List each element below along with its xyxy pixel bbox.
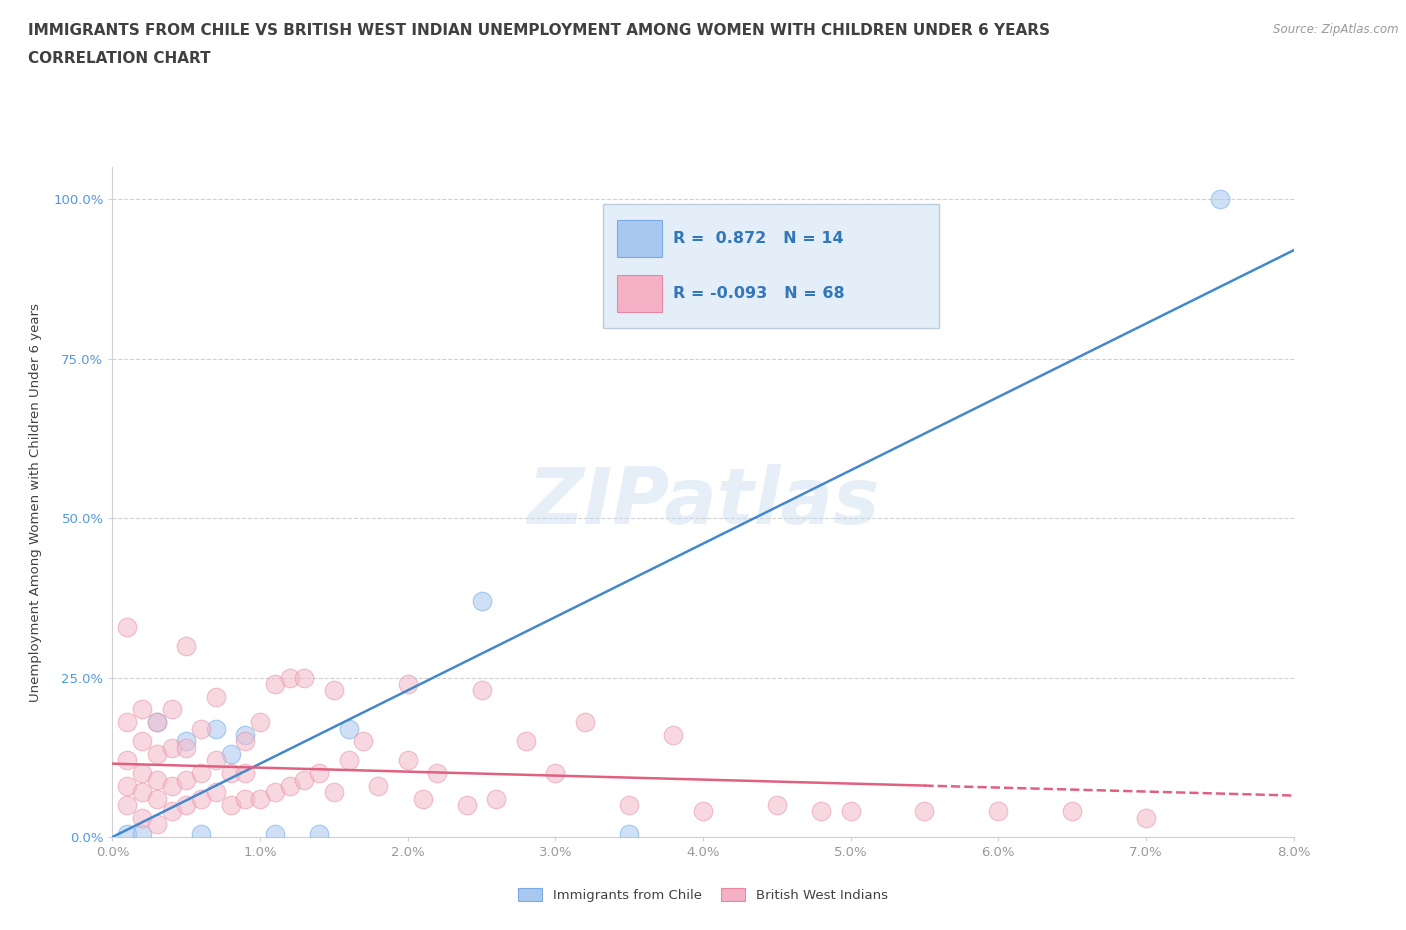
Point [619,827,641,842]
Point [396,753,419,768]
Point [190,827,212,842]
Point [765,798,787,813]
Point [233,734,256,749]
Point [619,798,641,813]
Point [471,683,494,698]
Point [131,810,153,825]
Point [146,747,169,762]
Point [174,734,197,749]
Point [117,715,138,730]
Text: IMMIGRANTS FROM CHILE VS BRITISH WEST INDIAN UNEMPLOYMENT AMONG WOMEN WITH CHILD: IMMIGRANTS FROM CHILE VS BRITISH WEST IN… [28,23,1050,38]
Point [233,765,256,780]
Point [692,804,714,819]
Point [219,798,242,813]
Point [396,676,419,691]
Point [337,753,360,768]
Legend: Immigrants from Chile, British West Indians: Immigrants from Chile, British West Indi… [513,883,893,908]
Point [662,727,685,742]
Point [160,804,183,819]
Point [174,772,197,787]
FancyBboxPatch shape [603,205,939,328]
Point [485,791,508,806]
Point [160,740,183,755]
Point [264,785,287,800]
Point [544,765,567,780]
Point [146,791,169,806]
Point [264,676,287,691]
Point [456,798,478,813]
Point [367,778,389,793]
Point [117,798,138,813]
Point [323,683,346,698]
Point [426,765,449,780]
Point [839,804,862,819]
Point [160,702,183,717]
Point [233,727,256,742]
Point [249,715,271,730]
Point [249,791,271,806]
Point [308,765,330,780]
Point [205,721,228,736]
Point [174,740,197,755]
Point [471,593,494,608]
Point [219,765,242,780]
Point [190,721,212,736]
Point [146,772,169,787]
Point [117,778,138,793]
Point [205,689,228,704]
Point [987,804,1010,819]
Point [205,785,228,800]
Point [146,817,169,831]
Point [914,804,936,819]
Point [233,791,256,806]
Text: R =  0.872   N = 14: R = 0.872 N = 14 [673,232,844,246]
Y-axis label: Unemployment Among Women with Children Under 6 years: Unemployment Among Women with Children U… [30,303,42,701]
Point [190,765,212,780]
Point [131,785,153,800]
Point [412,791,434,806]
Point [131,765,153,780]
Point [1135,810,1157,825]
Point [337,721,360,736]
Point [1062,804,1084,819]
Point [131,702,153,717]
Point [131,827,153,842]
Text: ZIPatlas: ZIPatlas [527,464,879,540]
Point [810,804,832,819]
Point [1208,192,1232,206]
FancyBboxPatch shape [617,220,662,258]
Point [278,671,301,685]
Point [117,753,138,768]
Text: R = -0.093   N = 68: R = -0.093 N = 68 [673,286,845,301]
Point [219,747,242,762]
Point [117,827,138,842]
Point [174,638,197,653]
Point [131,734,153,749]
Point [515,734,537,749]
Point [190,791,212,806]
Point [308,827,330,842]
Point [264,827,287,842]
Point [205,753,228,768]
FancyBboxPatch shape [617,275,662,312]
Text: CORRELATION CHART: CORRELATION CHART [28,51,211,66]
Point [174,798,197,813]
Point [278,778,301,793]
Point [352,734,374,749]
Point [146,715,169,730]
Point [292,772,315,787]
Point [323,785,346,800]
Point [117,619,138,634]
Point [574,715,596,730]
Point [146,715,169,730]
Text: Source: ZipAtlas.com: Source: ZipAtlas.com [1274,23,1399,36]
Point [292,671,315,685]
Point [160,778,183,793]
